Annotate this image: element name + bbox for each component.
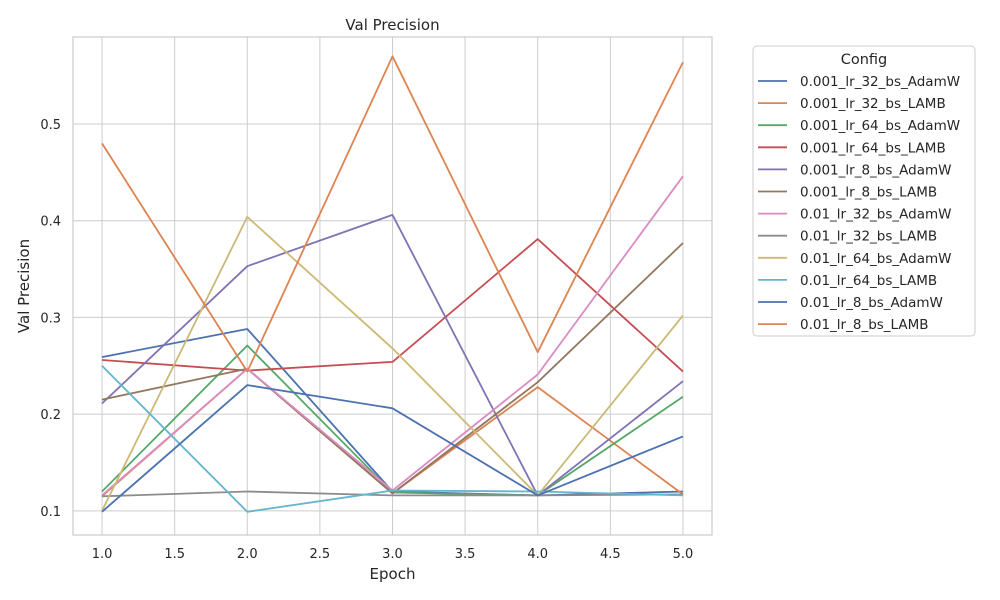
legend-entry-label: 0.001_lr_32_bs_LAMB bbox=[800, 96, 946, 112]
y-axis-label: Val Precision bbox=[15, 239, 33, 333]
x-axis-label: Epoch bbox=[370, 565, 416, 583]
y-tick-label: 0.4 bbox=[40, 215, 61, 230]
x-tick-label: 3.5 bbox=[455, 547, 476, 562]
series-line-0.01_lr_8_bs_AdamW bbox=[101, 384, 684, 513]
x-tick-labels: 1.0 1.5 2.0 2.5 3.0 3.5 4.0 4.5 5.0 bbox=[92, 547, 694, 562]
y-tick-label: 0.2 bbox=[40, 408, 61, 423]
series-line-0.001_lr_8_bs_LAMB bbox=[101, 242, 684, 495]
x-tick-label: 3.0 bbox=[382, 547, 403, 562]
legend-entry-label: 0.001_lr_32_bs_AdamW bbox=[800, 74, 960, 90]
legend-entry-label: 0.001_lr_8_bs_LAMB bbox=[800, 185, 937, 201]
x-tick-label: 4.5 bbox=[600, 547, 621, 562]
series-line-0.01_lr_8_bs_LAMB bbox=[101, 55, 684, 373]
legend: Config 0.001_lr_32_bs_AdamW0.001_lr_32_b… bbox=[752, 45, 976, 337]
legend-entry-label: 0.01_lr_64_bs_AdamW bbox=[800, 251, 951, 267]
legend-entry-label: 0.001_lr_64_bs_AdamW bbox=[800, 118, 960, 134]
series-lines bbox=[101, 55, 684, 513]
legend-entry-label: 0.01_lr_64_bs_LAMB bbox=[800, 273, 937, 289]
series-line-0.001_lr_8_bs_AdamW bbox=[101, 213, 684, 497]
y-tick-labels: 0.1 0.2 0.3 0.4 0.5 bbox=[40, 118, 61, 520]
x-tick-label: 5.0 bbox=[673, 547, 694, 562]
legend-items: 0.001_lr_32_bs_AdamW 0.001_lr_32_bs_LAMB 0… bbox=[758, 74, 960, 333]
y-tick-label: 0.1 bbox=[40, 505, 61, 520]
y-tick-label: 0.3 bbox=[40, 311, 61, 326]
x-tick-label: 1.5 bbox=[164, 547, 185, 562]
x-tick-label: 2.5 bbox=[310, 547, 331, 562]
series-line-0.001_lr_64_bs_LAMB bbox=[101, 238, 684, 373]
x-tick-label: 1.0 bbox=[92, 547, 113, 562]
legend-entry-label: 0.01_lr_32_bs_LAMB bbox=[800, 229, 937, 245]
x-tick-label: 2.0 bbox=[237, 547, 258, 562]
series-line-0.01_lr_64_bs_AdamW bbox=[101, 215, 684, 512]
legend-title: Config bbox=[841, 52, 888, 68]
series-line-0.01_lr_64_bs_LAMB bbox=[101, 365, 684, 513]
legend-entry-label: 0.001_lr_64_bs_LAMB bbox=[800, 140, 946, 156]
legend-box bbox=[752, 45, 976, 337]
legend-entry-label: 0.01_lr_8_bs_AdamW bbox=[800, 295, 943, 311]
y-tick-label: 0.5 bbox=[40, 118, 61, 133]
chart-title: Val Precision bbox=[345, 16, 439, 34]
series-line-0.01_lr_32_bs_LAMB bbox=[101, 490, 684, 498]
legend-entry-label: 0.001_lr_8_bs_AdamW bbox=[800, 162, 951, 178]
legend-entry-label: 0.01_lr_8_bs_LAMB bbox=[800, 317, 929, 333]
legend-entry-label: 0.01_lr_32_bs_AdamW bbox=[800, 207, 951, 223]
x-tick-label: 4.0 bbox=[527, 547, 548, 562]
